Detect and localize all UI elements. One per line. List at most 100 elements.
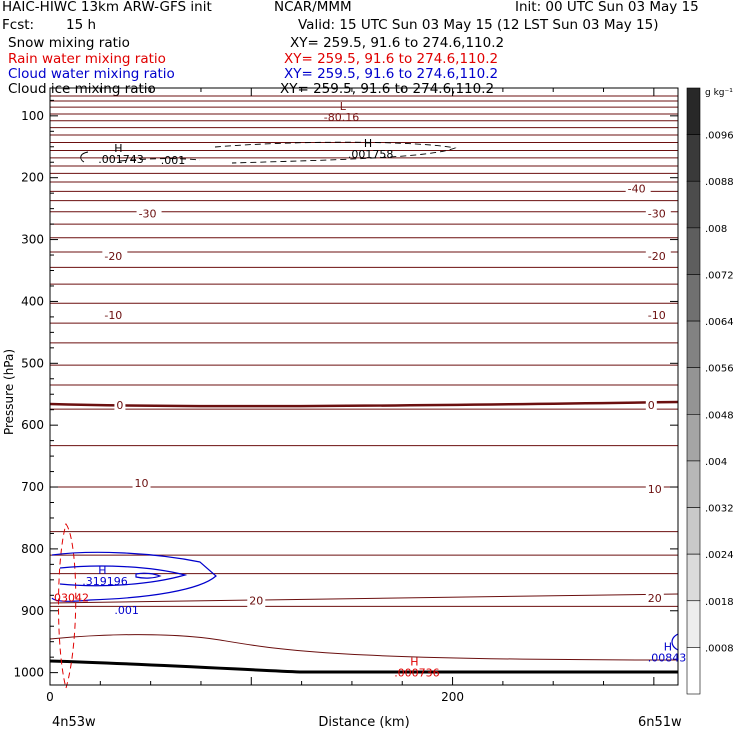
left-endpoint-label: 4n53w	[52, 715, 96, 730]
y-tick-label: 800	[21, 542, 44, 556]
right-endpoint-label: 6n51w	[638, 715, 682, 730]
y-tick-label: 300	[21, 233, 44, 247]
temperature-label: 0	[648, 399, 655, 412]
y-tick-label: 900	[21, 604, 44, 618]
extremum-marker: H	[410, 655, 418, 668]
temperature-label: -20	[104, 250, 122, 263]
fcst-label: Fcst:	[2, 17, 35, 33]
colorbar-segment	[686, 367, 701, 415]
colorbar-segment	[686, 414, 701, 462]
colorbar-label: .0072	[705, 270, 734, 281]
extremum-marker: H	[364, 137, 372, 150]
colorbar-label: .0018	[705, 597, 734, 608]
field-rain-name: Rain water mixing ratio	[8, 51, 166, 67]
temperature-contours	[49, 95, 679, 608]
init-time: Init: 00 UTC Sun 03 May 15	[515, 0, 699, 15]
y-tick-label: 400	[21, 294, 44, 308]
extremum-value: .001	[114, 604, 138, 617]
colorbar-label: .0064	[705, 317, 734, 328]
extremum-marker: L	[340, 100, 347, 113]
temperature-contour-lower	[49, 634, 679, 661]
contour-label-bg	[645, 208, 671, 221]
colorbar-segment	[686, 180, 701, 229]
contour-label-bg	[102, 250, 128, 263]
valid-time: Valid: 15 UTC Sun 03 May 15 (12 LST Sun …	[298, 17, 659, 33]
contour-label-bg	[645, 484, 664, 497]
snow-contour-left	[80, 151, 89, 163]
extremum-value: .319196	[82, 575, 128, 588]
contour-label-bg	[132, 478, 151, 491]
temperature-label: -10	[104, 309, 122, 322]
contour-label-bg	[645, 593, 664, 606]
colorbar-unit: g kg⁻¹	[705, 88, 733, 98]
field-rain-xy: XY= 259.5, 91.6 to 274.6,110.2	[284, 51, 499, 67]
field-cloudice-xy: XY= 259.5, 91.6 to 274.6,110.2	[280, 81, 495, 97]
temperature-label: -30	[648, 207, 666, 220]
temperature-label: -20	[648, 250, 666, 263]
colorbar-segment	[686, 227, 701, 275]
temperature-label: 20	[249, 595, 263, 608]
surface-line	[49, 659, 678, 674]
field-cloudice-name: Cloud ice mixing ratio	[8, 81, 156, 97]
extremum-value: -80.16	[324, 111, 359, 124]
colorbar-segment	[686, 600, 701, 648]
colorbar-segment	[686, 87, 701, 135]
contour-label-bg	[645, 309, 671, 322]
y-tick-label: 100	[21, 109, 44, 123]
temperature-label: 0	[116, 399, 123, 412]
temperature-label: 20	[648, 592, 662, 605]
zero-isotherm-contour	[49, 400, 679, 408]
contour-label-bg	[114, 400, 126, 413]
temperature-label: -40	[628, 183, 646, 196]
plot-frame	[49, 87, 679, 686]
extremum-value: .001	[161, 154, 186, 167]
colorbar-segment	[686, 134, 701, 182]
contour-label-bg	[645, 400, 657, 413]
extremum-value: .008439	[648, 651, 694, 664]
chart-title: HAIC-HIWC 13km ARW-GFS init	[2, 0, 212, 15]
extremum-value: .001758	[348, 148, 394, 161]
colorbar-label: .0056	[705, 364, 734, 375]
temperature-label: -30	[139, 207, 157, 220]
temperature-label: 10	[135, 477, 149, 490]
colorbar-segment	[686, 320, 701, 368]
x-tick-label: 0	[46, 690, 54, 704]
colorbar-label: .0048	[705, 410, 734, 421]
colorbar-label: .0096	[705, 131, 734, 142]
colorbar-label: .008	[705, 224, 727, 235]
contour-label-bg	[247, 595, 266, 608]
contour-label-bg	[625, 183, 651, 196]
colorbar-label: .0008	[705, 643, 734, 654]
colorbar-segment	[686, 647, 701, 695]
extremum-marker: H	[98, 564, 106, 577]
cloud-water-contour-outer	[51, 551, 217, 602]
temperature-contour-lower-2	[49, 593, 679, 604]
colorbar-segment	[686, 553, 701, 602]
org-label: NCAR/MMM	[274, 0, 352, 15]
field-snow-name: Snow mixing ratio	[8, 35, 130, 51]
contour-label-bg	[102, 309, 128, 322]
contour-label-bg	[136, 208, 162, 221]
colorbar: .0096 .0088 .008 .0072 .0064 .0056 .0048 .004 .0…	[686, 87, 734, 695]
x-tick-label: 200	[441, 690, 464, 704]
y-tick-label: 200	[21, 171, 44, 185]
cloud-water-contour-core	[135, 572, 162, 579]
field-cloudwater-name: Cloud water mixing ratio	[8, 66, 175, 82]
colorbar-label: .0088	[705, 177, 734, 188]
snow-contour	[119, 158, 201, 162]
y-tick-label: 500	[21, 356, 44, 370]
extremum-value: 03042	[54, 591, 89, 604]
colorbar-label: .0024	[705, 550, 734, 561]
y-tick-label: 600	[21, 418, 44, 432]
cloud-ice-contour	[214, 141, 457, 164]
colorbar-segment	[686, 507, 701, 555]
rain-water-contour	[58, 522, 77, 690]
colorbar-label: .004	[705, 457, 727, 468]
extremum-value: .001743	[98, 153, 144, 166]
colorbar-label: .0032	[705, 504, 734, 515]
extremum-marker: H	[114, 142, 122, 155]
x-axis-title: Distance (km)	[318, 715, 409, 730]
